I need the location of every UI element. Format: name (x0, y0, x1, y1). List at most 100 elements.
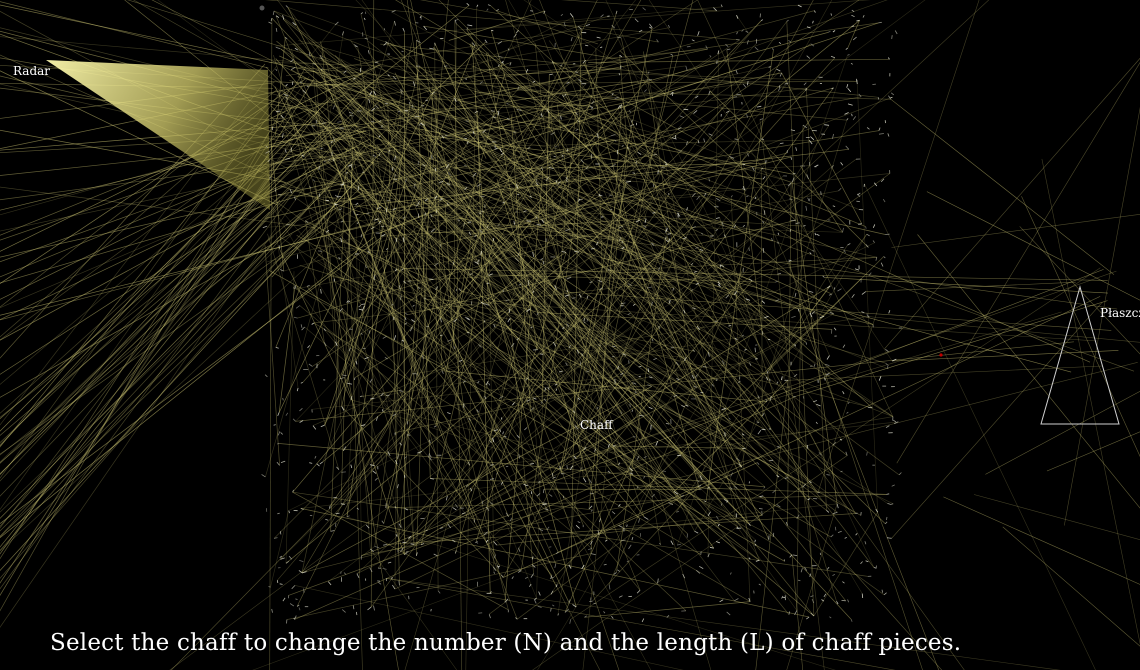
chaff-piece[interactable] (834, 526, 837, 531)
chaff-piece[interactable] (462, 512, 466, 514)
chaff-piece[interactable] (384, 357, 388, 360)
chaff-piece[interactable] (275, 188, 277, 192)
chaff-piece[interactable] (412, 81, 416, 87)
chaff-piece[interactable] (878, 375, 882, 381)
chaff-piece[interactable] (383, 544, 387, 546)
chaff-piece[interactable] (810, 136, 815, 141)
chaff-piece[interactable] (429, 278, 434, 280)
chaff-piece[interactable] (851, 14, 855, 18)
chaff-piece[interactable] (320, 147, 323, 150)
chaff-piece[interactable] (865, 226, 867, 229)
chaff-piece[interactable] (485, 539, 489, 543)
chaff-piece[interactable] (356, 507, 359, 510)
chaff-piece[interactable] (511, 576, 514, 580)
chaff-piece[interactable] (268, 21, 272, 24)
chaff-piece[interactable] (339, 208, 342, 211)
chaff-piece[interactable] (337, 195, 342, 198)
chaff-piece[interactable] (749, 362, 752, 366)
chaff-piece[interactable] (583, 59, 587, 64)
chaff-piece[interactable] (720, 264, 725, 267)
chaff-piece[interactable] (327, 581, 332, 586)
chaff-piece[interactable] (484, 395, 487, 400)
chaff-piece[interactable] (444, 65, 448, 67)
chaff-piece[interactable] (887, 57, 890, 60)
chaff-piece[interactable] (404, 322, 408, 325)
chaff-piece[interactable] (791, 177, 795, 183)
chaff-piece[interactable] (554, 285, 558, 290)
chaff-piece[interactable] (621, 144, 624, 147)
chaff-piece[interactable] (277, 431, 281, 436)
chaff-piece[interactable] (843, 249, 846, 253)
chaff-piece[interactable] (692, 307, 696, 309)
chaff-piece[interactable] (467, 332, 470, 334)
chaff-piece[interactable] (754, 196, 757, 200)
chaff-piece[interactable] (497, 565, 501, 568)
chaff-piece[interactable] (466, 2, 470, 6)
chaff-piece[interactable] (557, 181, 561, 185)
chaff-piece[interactable] (561, 154, 564, 157)
chaff-piece[interactable] (729, 156, 735, 159)
chaff-piece[interactable] (658, 267, 660, 271)
chaff-piece[interactable] (285, 157, 291, 160)
chaff-piece[interactable] (803, 82, 807, 86)
chaff-piece[interactable] (394, 155, 397, 161)
chaff-piece[interactable] (515, 184, 519, 189)
chaff-piece[interactable] (812, 250, 815, 252)
chaff-piece[interactable] (788, 611, 790, 615)
chaff-piece[interactable] (617, 36, 622, 39)
chaff-piece[interactable] (276, 461, 280, 466)
chaff-piece[interactable] (447, 339, 452, 342)
chaff-piece[interactable] (787, 182, 792, 187)
chaff-piece[interactable] (523, 484, 528, 487)
chaff-piece[interactable] (431, 155, 433, 159)
chaff-piece[interactable] (392, 584, 396, 590)
chaff-piece[interactable] (802, 124, 808, 129)
chaff-piece[interactable] (756, 421, 760, 424)
chaff-piece[interactable] (547, 386, 550, 390)
chaff-piece[interactable] (692, 349, 696, 352)
chaff-piece[interactable] (789, 554, 793, 558)
chaff-piece[interactable] (422, 164, 426, 167)
chaff-piece[interactable] (854, 268, 860, 271)
chaff-piece[interactable] (530, 573, 534, 578)
chaff-piece[interactable] (811, 311, 816, 315)
chaff-piece[interactable] (323, 160, 326, 162)
chaff-piece[interactable] (568, 599, 571, 603)
chaff-piece[interactable] (480, 251, 482, 255)
chaff-piece[interactable] (856, 200, 860, 203)
chaff-piece[interactable] (696, 569, 701, 574)
chaff-piece[interactable] (404, 508, 408, 511)
chaff-piece[interactable] (677, 454, 682, 457)
chaff-piece[interactable] (726, 611, 731, 616)
chaff-piece[interactable] (790, 156, 793, 160)
chaff-piece[interactable] (378, 220, 382, 225)
chaff-piece[interactable] (330, 140, 333, 143)
chaff-piece[interactable] (672, 287, 674, 291)
chaff-piece[interactable] (447, 171, 452, 176)
chaff-piece[interactable] (878, 21, 882, 24)
chaff-piece[interactable] (373, 274, 376, 280)
chaff-piece[interactable] (685, 404, 689, 407)
chaff-piece[interactable] (518, 454, 520, 459)
chaff-piece[interactable] (885, 425, 890, 428)
chaff-piece[interactable] (679, 115, 685, 118)
chaff-piece[interactable] (453, 318, 458, 323)
chaff-piece[interactable] (387, 561, 392, 564)
chaff-piece[interactable] (675, 361, 680, 366)
chaff-piece[interactable] (663, 259, 665, 262)
chaff-piece[interactable] (347, 382, 352, 385)
chaff-piece[interactable] (484, 303, 489, 306)
chaff-piece[interactable] (355, 360, 358, 365)
chaff-piece[interactable] (556, 584, 558, 587)
chaff-piece[interactable] (643, 516, 649, 520)
chaff-piece[interactable] (409, 326, 413, 332)
chaff-piece[interactable] (295, 598, 298, 600)
chaff-piece[interactable] (274, 537, 278, 539)
chaff-piece[interactable] (734, 485, 738, 489)
chaff-piece[interactable] (846, 83, 849, 88)
chaff-piece[interactable] (617, 365, 619, 370)
chaff-piece[interactable] (840, 470, 843, 473)
chaff-piece[interactable] (523, 210, 527, 213)
chaff-piece[interactable] (653, 153, 658, 156)
chaff-piece[interactable] (576, 349, 579, 354)
